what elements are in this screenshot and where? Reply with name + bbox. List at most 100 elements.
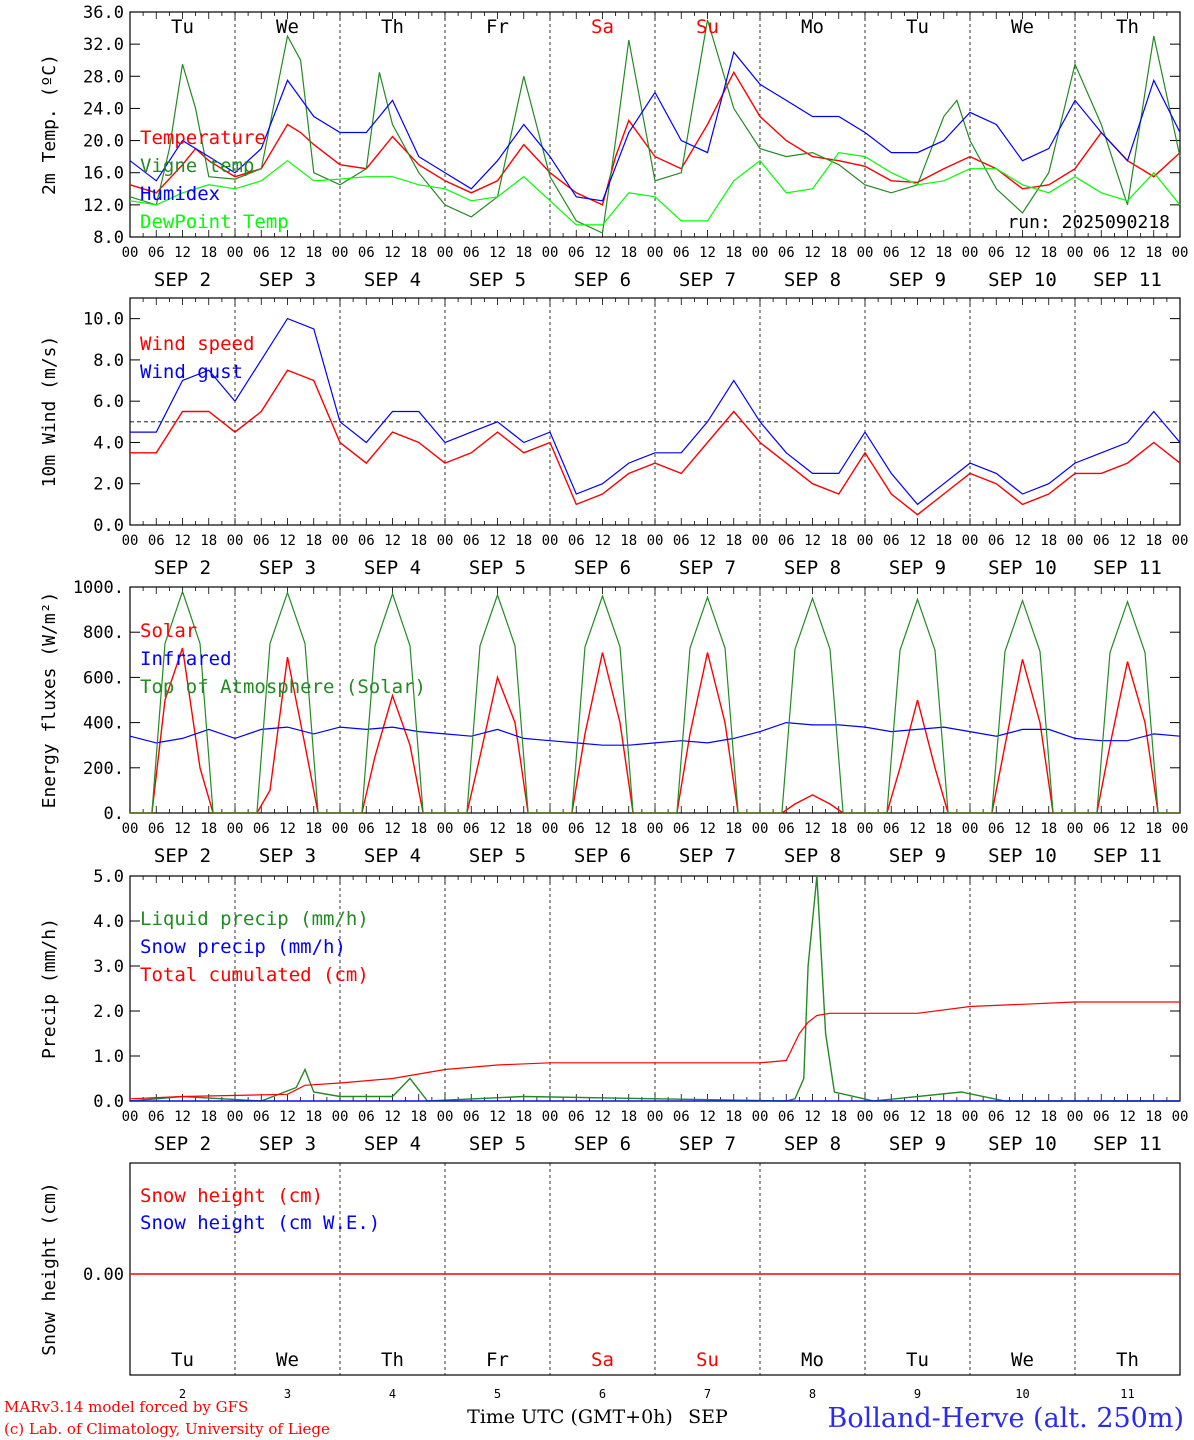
- hour-label: 12: [909, 533, 926, 549]
- x-axis-label: Time UTC (GMT+0h): [467, 1406, 673, 1428]
- date-label: SEP 6: [574, 269, 631, 291]
- hour-label: 00: [1172, 245, 1189, 261]
- date-label: SEP 3: [259, 557, 316, 579]
- hour-label: 00: [857, 821, 874, 837]
- hour-label: 12: [699, 1109, 716, 1125]
- y-tick-label: 1000.: [73, 578, 124, 598]
- date-label: SEP 8: [784, 557, 841, 579]
- y-tick-label: 600.: [83, 668, 124, 688]
- date-label: SEP 5: [469, 557, 526, 579]
- hour-label: 12: [594, 533, 611, 549]
- hour-label: 12: [489, 533, 506, 549]
- hour-label: 12: [279, 533, 296, 549]
- hour-label: 12: [174, 1109, 191, 1125]
- hour-label: 06: [253, 821, 270, 837]
- y-tick-label: 2.0: [93, 1002, 124, 1022]
- hour-label: 00: [332, 533, 349, 549]
- weekday-label-top: Th: [381, 16, 404, 38]
- hour-label: 06: [463, 533, 480, 549]
- station-label: Bolland-Herve (alt. 250m): [828, 1403, 1184, 1434]
- hour-label: 18: [1040, 533, 1057, 549]
- hour-label: 06: [148, 821, 165, 837]
- hour-label: 06: [358, 533, 375, 549]
- y-tick-label: 0.00: [83, 1265, 124, 1285]
- hour-label: 18: [410, 1109, 427, 1125]
- date-label: SEP 7: [679, 845, 736, 867]
- day-number: 8: [809, 1387, 816, 1401]
- day-number: 3: [284, 1387, 291, 1401]
- hour-label: 00: [437, 1109, 454, 1125]
- hour-label: 18: [725, 533, 742, 549]
- hour-label: 12: [1119, 533, 1136, 549]
- date-label: SEP 2: [154, 1133, 211, 1155]
- hour-label: 12: [1014, 821, 1031, 837]
- date-label: SEP 7: [679, 269, 736, 291]
- date-label: SEP 2: [154, 269, 211, 291]
- hour-label: 00: [1067, 821, 1084, 837]
- weekday-label-bottom: We: [276, 1349, 299, 1371]
- hour-label: 18: [200, 245, 217, 261]
- y-tick-label: 0.0: [93, 516, 124, 536]
- hour-label: 00: [437, 533, 454, 549]
- date-label: SEP 3: [259, 1133, 316, 1155]
- month-label: SEP: [688, 1406, 728, 1428]
- hour-label: 00: [647, 533, 664, 549]
- date-label: SEP 9: [889, 557, 946, 579]
- hour-label: 00: [752, 821, 769, 837]
- day-number: 10: [1015, 1387, 1029, 1401]
- hour-label: 00: [437, 821, 454, 837]
- credit-line-1: MARv3.14 model forced by GFS: [4, 1398, 248, 1416]
- hour-label: 12: [594, 821, 611, 837]
- hour-label: 12: [384, 1109, 401, 1125]
- hour-label: 06: [568, 1109, 585, 1125]
- series-line-1: [129, 875, 1180, 1102]
- hour-label: 18: [410, 821, 427, 837]
- hour-label: 00: [122, 821, 139, 837]
- hour-label: 12: [1119, 245, 1136, 261]
- panel-1: 00 06 12 18 SEP 2 00 06 12 18 SEP 3 00 06 12 18 SEP 4 0…: [39, 3, 1188, 291]
- hour-label: 12: [804, 821, 821, 837]
- hour-label: 00: [647, 1109, 664, 1125]
- hour-label: 12: [594, 245, 611, 261]
- y-axis-label: Energy fluxes (W/m²): [39, 592, 60, 809]
- legend-entry: Snow precip (mm/h): [140, 936, 346, 958]
- hour-label: 06: [778, 533, 795, 549]
- weekday-label-bottom: Su: [696, 1349, 719, 1371]
- hour-label: 12: [279, 1109, 296, 1125]
- date-label: SEP 11: [1093, 845, 1162, 867]
- weekday-label-bottom: Th: [1116, 1349, 1139, 1371]
- hour-label: 06: [568, 245, 585, 261]
- weekday-label-top: We: [276, 16, 299, 38]
- y-tick-label: 400.: [83, 714, 124, 734]
- hour-label: 18: [200, 533, 217, 549]
- legend-entry: Infrared: [140, 648, 232, 670]
- panel-3: 00 06 12 18 SEP 2 00 06 12 18 SEP 3 00 06 12 18 SEP 4 0…: [39, 578, 1188, 867]
- hour-label: 06: [568, 821, 585, 837]
- hour-label: 12: [804, 245, 821, 261]
- y-tick-label: 0.: [104, 804, 124, 824]
- weekday-label-top: Fr: [486, 16, 509, 38]
- run-label: run: 2025090218: [1007, 212, 1170, 233]
- hour-label: 00: [542, 1109, 559, 1125]
- y-tick-label: 1.0: [93, 1047, 124, 1067]
- date-label: SEP 4: [364, 557, 421, 579]
- hour-label: 18: [305, 533, 322, 549]
- hour-label: 06: [673, 533, 690, 549]
- hour-label: 06: [148, 533, 165, 549]
- hour-label: 00: [227, 821, 244, 837]
- hour-label: 12: [489, 245, 506, 261]
- weekday-label-top: Th: [1116, 16, 1139, 38]
- hour-label: 12: [1014, 1109, 1031, 1125]
- hour-label: 18: [725, 821, 742, 837]
- weekday-label-top: Tu: [906, 16, 929, 38]
- y-axis-label: 10m Wind (m/s): [39, 336, 60, 488]
- hour-label: 12: [1119, 821, 1136, 837]
- hour-label: 00: [1172, 821, 1189, 837]
- hour-label: 18: [1145, 245, 1162, 261]
- hour-label: 06: [673, 821, 690, 837]
- date-label: SEP 10: [988, 557, 1057, 579]
- hour-label: 00: [1067, 533, 1084, 549]
- hour-label: 18: [830, 1109, 847, 1125]
- y-tick-label: 10.0: [83, 310, 124, 330]
- hour-label: 18: [1145, 821, 1162, 837]
